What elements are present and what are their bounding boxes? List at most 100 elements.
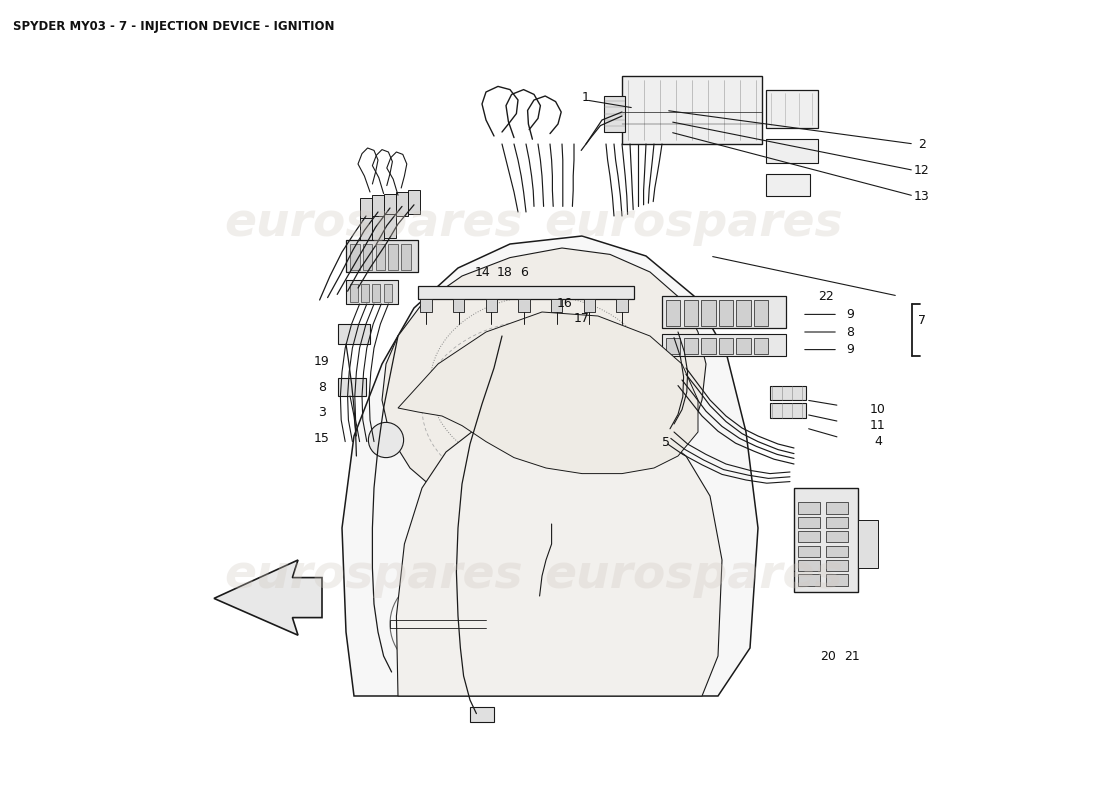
- Text: eurospares: eurospares: [544, 202, 844, 246]
- FancyBboxPatch shape: [524, 590, 546, 604]
- FancyBboxPatch shape: [770, 386, 806, 400]
- Circle shape: [602, 584, 642, 624]
- Text: 10: 10: [870, 403, 886, 416]
- FancyBboxPatch shape: [338, 324, 370, 344]
- Text: 1: 1: [582, 91, 590, 104]
- FancyBboxPatch shape: [662, 296, 786, 328]
- FancyBboxPatch shape: [766, 174, 810, 196]
- Text: 2: 2: [918, 138, 926, 150]
- FancyBboxPatch shape: [418, 286, 634, 299]
- FancyBboxPatch shape: [683, 300, 698, 326]
- FancyBboxPatch shape: [701, 300, 716, 326]
- FancyBboxPatch shape: [384, 284, 392, 302]
- FancyBboxPatch shape: [766, 139, 818, 163]
- FancyBboxPatch shape: [372, 195, 384, 219]
- Text: 16: 16: [557, 297, 572, 310]
- FancyBboxPatch shape: [375, 244, 385, 270]
- Text: 11: 11: [870, 419, 886, 432]
- FancyBboxPatch shape: [470, 707, 494, 722]
- FancyBboxPatch shape: [662, 334, 786, 356]
- FancyBboxPatch shape: [718, 338, 734, 354]
- FancyBboxPatch shape: [388, 244, 398, 270]
- FancyBboxPatch shape: [408, 190, 420, 214]
- Text: 21: 21: [845, 650, 860, 662]
- Text: eurospares: eurospares: [544, 554, 844, 598]
- FancyBboxPatch shape: [683, 338, 698, 354]
- FancyBboxPatch shape: [621, 76, 762, 144]
- FancyBboxPatch shape: [372, 216, 384, 240]
- FancyBboxPatch shape: [754, 338, 769, 354]
- Text: 22: 22: [818, 290, 834, 302]
- FancyBboxPatch shape: [654, 420, 678, 436]
- Text: 13: 13: [914, 190, 929, 202]
- FancyBboxPatch shape: [486, 299, 497, 312]
- FancyBboxPatch shape: [858, 520, 878, 568]
- Polygon shape: [396, 408, 722, 696]
- FancyBboxPatch shape: [361, 284, 370, 302]
- FancyBboxPatch shape: [666, 300, 681, 326]
- FancyBboxPatch shape: [616, 299, 628, 312]
- Text: 18: 18: [496, 266, 513, 278]
- Text: 7: 7: [918, 314, 926, 326]
- Text: SPYDER MY03 - 7 - INJECTION DEVICE - IGNITION: SPYDER MY03 - 7 - INJECTION DEVICE - IGN…: [13, 20, 334, 33]
- FancyBboxPatch shape: [384, 214, 396, 238]
- FancyBboxPatch shape: [826, 531, 848, 542]
- FancyBboxPatch shape: [584, 299, 595, 312]
- Text: 4: 4: [874, 435, 882, 448]
- FancyBboxPatch shape: [350, 244, 360, 270]
- FancyBboxPatch shape: [736, 300, 751, 326]
- Text: 8: 8: [318, 381, 326, 394]
- FancyBboxPatch shape: [798, 546, 821, 557]
- FancyBboxPatch shape: [604, 96, 625, 132]
- FancyBboxPatch shape: [798, 574, 821, 586]
- Polygon shape: [342, 236, 758, 696]
- FancyBboxPatch shape: [798, 531, 821, 542]
- Text: eurospares: eurospares: [224, 554, 524, 598]
- Text: 15: 15: [315, 432, 330, 445]
- Polygon shape: [214, 560, 322, 635]
- Text: 14: 14: [475, 266, 491, 278]
- FancyBboxPatch shape: [453, 299, 464, 312]
- Text: 9: 9: [846, 308, 854, 321]
- FancyBboxPatch shape: [826, 560, 848, 571]
- Polygon shape: [382, 248, 706, 524]
- Text: 3: 3: [318, 406, 326, 419]
- FancyBboxPatch shape: [360, 218, 373, 242]
- FancyBboxPatch shape: [654, 440, 678, 456]
- FancyBboxPatch shape: [360, 198, 373, 222]
- FancyBboxPatch shape: [826, 517, 848, 528]
- FancyBboxPatch shape: [770, 403, 806, 418]
- Text: 8: 8: [846, 326, 854, 338]
- FancyBboxPatch shape: [736, 338, 751, 354]
- FancyBboxPatch shape: [346, 280, 398, 304]
- Text: eurospares: eurospares: [224, 202, 524, 246]
- FancyBboxPatch shape: [384, 194, 396, 218]
- FancyBboxPatch shape: [766, 90, 818, 128]
- FancyBboxPatch shape: [551, 299, 562, 312]
- FancyBboxPatch shape: [373, 284, 381, 302]
- FancyBboxPatch shape: [338, 378, 366, 396]
- FancyBboxPatch shape: [363, 244, 373, 270]
- Polygon shape: [398, 312, 698, 474]
- Text: 12: 12: [914, 164, 929, 177]
- FancyBboxPatch shape: [826, 502, 848, 514]
- FancyBboxPatch shape: [794, 488, 858, 592]
- FancyBboxPatch shape: [798, 560, 821, 571]
- Text: 20: 20: [821, 650, 836, 662]
- Text: 6: 6: [520, 266, 528, 278]
- FancyBboxPatch shape: [701, 338, 716, 354]
- Circle shape: [368, 422, 404, 458]
- FancyBboxPatch shape: [402, 244, 410, 270]
- FancyBboxPatch shape: [798, 517, 821, 528]
- FancyBboxPatch shape: [396, 192, 408, 216]
- Text: 19: 19: [315, 355, 330, 368]
- FancyBboxPatch shape: [542, 511, 562, 524]
- Text: 9: 9: [846, 343, 854, 356]
- Text: 5: 5: [662, 436, 670, 449]
- FancyBboxPatch shape: [350, 284, 358, 302]
- FancyBboxPatch shape: [798, 502, 821, 514]
- FancyBboxPatch shape: [718, 300, 734, 326]
- FancyBboxPatch shape: [666, 338, 681, 354]
- FancyBboxPatch shape: [754, 300, 769, 326]
- FancyBboxPatch shape: [518, 299, 529, 312]
